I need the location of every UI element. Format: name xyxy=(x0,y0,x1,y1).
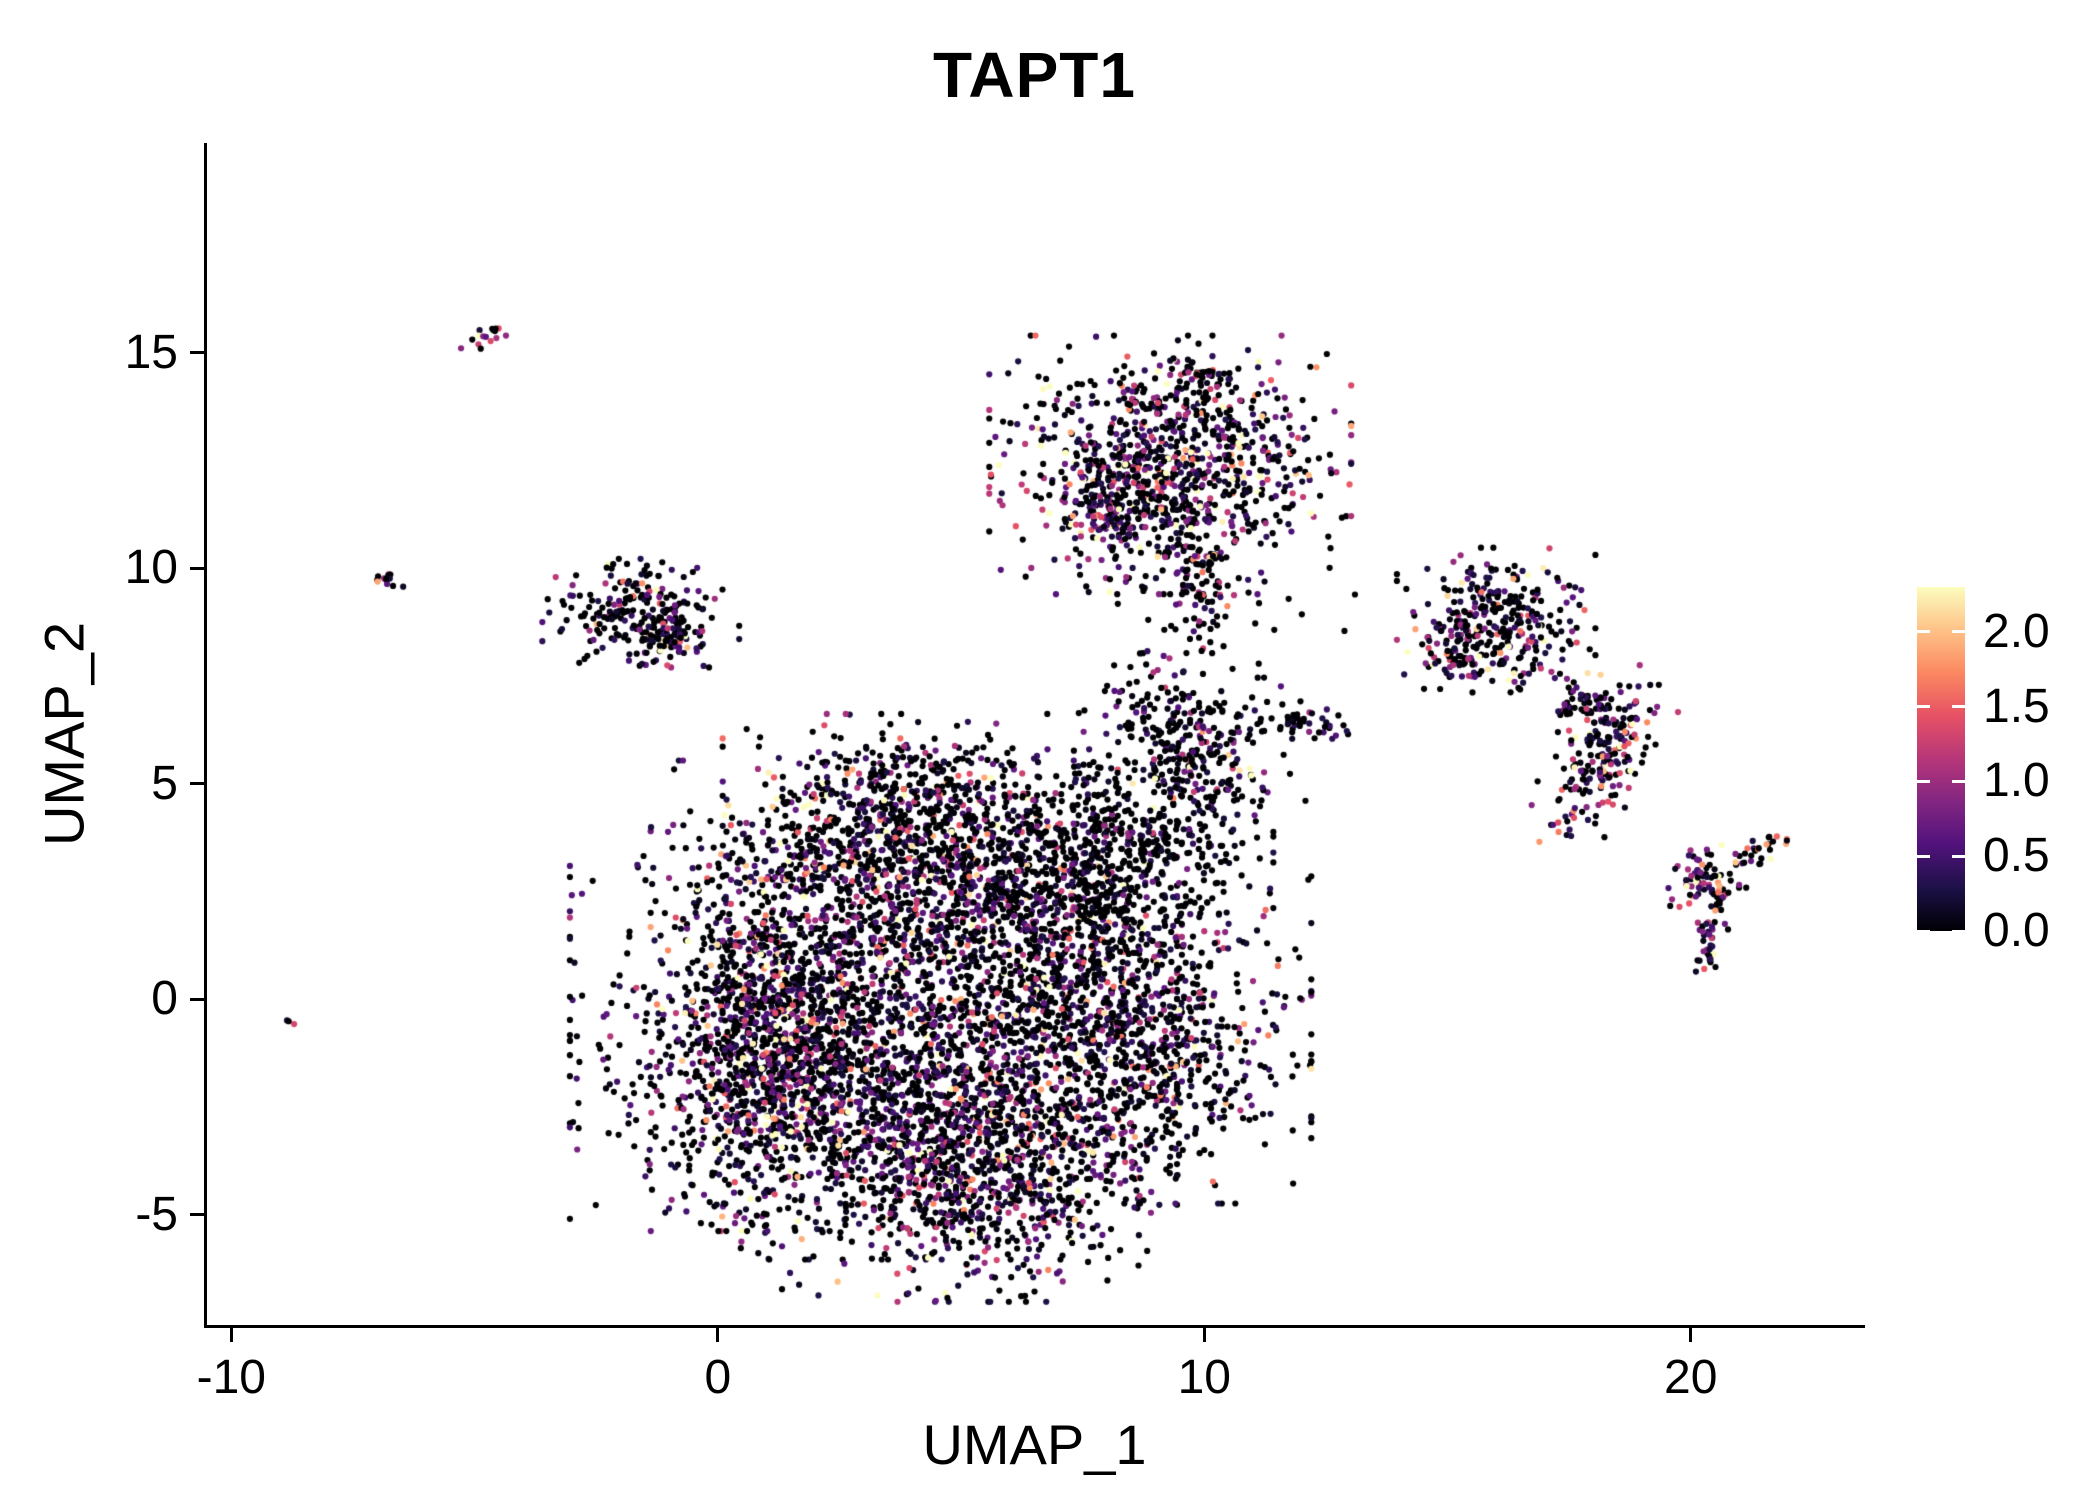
x-tick-label: 20 xyxy=(1664,1351,1718,1404)
y-tick-mark xyxy=(190,782,204,786)
y-tick-mark xyxy=(190,351,204,355)
colorbar-tick-mark xyxy=(1952,779,1965,783)
colorbar-tick-mark xyxy=(1917,929,1930,933)
colorbar-tick-label: 0.5 xyxy=(1983,829,2050,883)
x-axis-line xyxy=(204,1325,1865,1328)
colorbar-tick-mark xyxy=(1952,705,1965,709)
plot-title: TAPT1 xyxy=(933,39,1136,111)
colorbar-gradient xyxy=(1917,587,1965,931)
colorbar-tick-mark xyxy=(1917,854,1930,858)
x-axis-title: UMAP_1 xyxy=(922,1413,1147,1476)
y-axis-title: UMAP_2 xyxy=(32,621,96,847)
x-tick-mark xyxy=(1202,1328,1206,1342)
x-tick-label: -10 xyxy=(196,1351,266,1404)
colorbar-tick-mark xyxy=(1917,630,1930,634)
y-tick-mark xyxy=(190,997,204,1001)
y-tick-label: 15 xyxy=(124,325,178,379)
y-tick-label: 10 xyxy=(124,541,178,595)
colorbar-tick-label: 0.0 xyxy=(1983,904,2050,957)
y-axis-line xyxy=(204,143,207,1328)
y-tick-mark xyxy=(190,566,204,570)
x-tick-mark xyxy=(1689,1328,1693,1342)
colorbar-tick-label: 1.0 xyxy=(1983,754,2050,808)
colorbar-tick-mark xyxy=(1917,705,1930,709)
y-tick-label: -5 xyxy=(135,1187,178,1241)
x-tick-mark xyxy=(229,1328,233,1342)
colorbar-tick-mark xyxy=(1952,929,1965,933)
x-tick-label: 10 xyxy=(1177,1351,1231,1404)
colorbar-tick-mark xyxy=(1917,779,1930,783)
x-tick-mark xyxy=(716,1328,720,1342)
y-tick-mark xyxy=(190,1213,204,1217)
y-tick-label: 5 xyxy=(151,756,178,810)
colorbar-tick-label: 1.5 xyxy=(1983,679,2050,733)
colorbar-tick-mark xyxy=(1952,630,1965,634)
x-tick-label: 0 xyxy=(704,1351,732,1404)
colorbar-tick-label: 2.0 xyxy=(1983,604,2050,658)
colorbar-tick-mark xyxy=(1952,854,1965,858)
y-tick-label: 0 xyxy=(151,972,178,1026)
